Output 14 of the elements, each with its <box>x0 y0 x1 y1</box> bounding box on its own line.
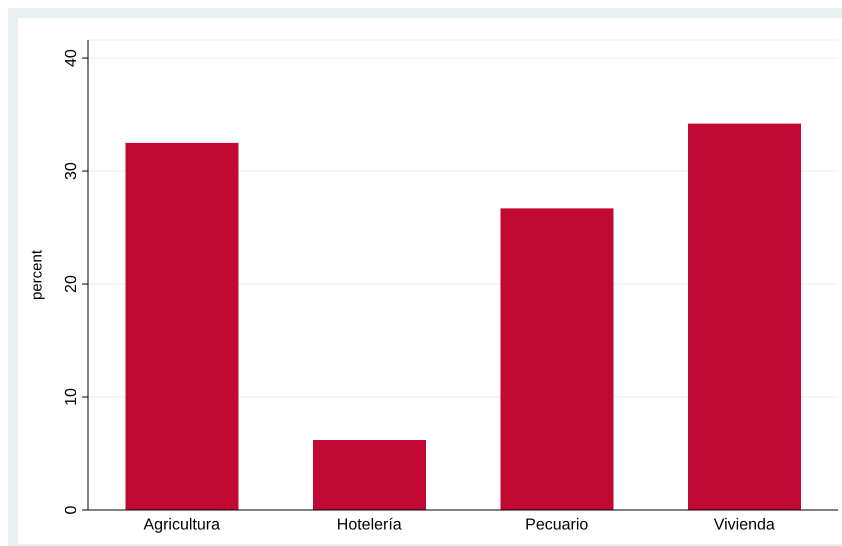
y-tick-label: 30 <box>63 162 80 180</box>
x-tick-label: Pecuario <box>525 516 588 534</box>
y-tick-label: 40 <box>63 49 80 67</box>
y-tick-label: 20 <box>63 275 80 293</box>
y-tick-label: 0 <box>63 505 80 514</box>
y-axis-title: percent <box>28 249 46 300</box>
y-tick-label: 10 <box>63 388 80 406</box>
bar <box>688 124 801 510</box>
bar <box>126 142 238 510</box>
x-tick-label: Hotelería <box>336 516 402 534</box>
x-tick-label: Agricultura <box>144 516 220 534</box>
x-tick-label: Vivienda <box>714 516 775 534</box>
bar <box>500 208 614 510</box>
bar <box>313 440 426 510</box>
